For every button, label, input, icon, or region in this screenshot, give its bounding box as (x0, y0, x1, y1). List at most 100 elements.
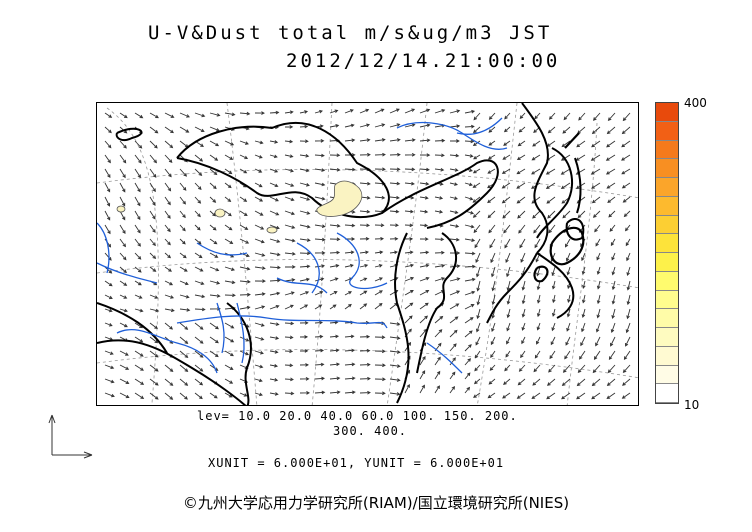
wind-arrow (464, 182, 473, 187)
wind-arrow (314, 237, 326, 242)
wind-arrow (149, 112, 159, 119)
wind-arrow (434, 167, 445, 172)
wind-arrow (547, 126, 556, 134)
wind-arrow (254, 336, 265, 341)
wind-arrow (389, 167, 401, 172)
wind-arrow (179, 182, 187, 191)
wind-arrow (179, 238, 186, 245)
wind-arrow (464, 251, 476, 256)
wind-arrow (209, 224, 217, 231)
wind-arrow (359, 334, 371, 339)
wind-arrow (374, 152, 386, 157)
wind-arrow (506, 266, 511, 278)
colorbar-segment (656, 215, 678, 235)
wind-arrow (419, 153, 431, 157)
wind-arrow (314, 304, 323, 310)
wind-arrow (374, 264, 383, 268)
wind-arrow (134, 266, 142, 273)
wind-arrow (179, 392, 188, 400)
wind-arrow (344, 263, 354, 268)
wind-arrow (194, 154, 204, 162)
wind-arrow (224, 392, 233, 398)
wind-arrow (506, 308, 511, 319)
wind-arrow (239, 140, 249, 145)
colorbar-min-label: 10 (684, 398, 700, 412)
wind-arrow (419, 167, 430, 172)
wind-arrow (359, 209, 371, 214)
wind-arrow (179, 294, 190, 299)
wind-arrow (521, 294, 526, 305)
wind-arrow (254, 196, 264, 202)
wind-arrow (562, 210, 571, 219)
wind-arrow (329, 291, 338, 296)
wind-arrow (359, 303, 368, 310)
wind-arrow (419, 384, 425, 394)
wind-arrow (239, 111, 251, 116)
wind-arrow (194, 322, 204, 330)
wind-arrow (104, 322, 113, 327)
wind-arrow (104, 350, 114, 355)
wind-arrow (622, 196, 631, 203)
wind-arrow (119, 168, 126, 179)
wind-arrow (487, 392, 496, 399)
wind-arrow (149, 168, 157, 178)
wind-arrow (104, 126, 112, 134)
wind-arrow (149, 294, 159, 299)
wind-arrow (119, 392, 130, 399)
wind-arrow (329, 390, 341, 395)
wind-arrow (314, 109, 323, 114)
wind-arrow (134, 238, 141, 247)
wind-arrow (449, 357, 456, 366)
wind-arrow (596, 280, 601, 290)
wind-arrow (104, 182, 111, 193)
wind-arrow (576, 140, 586, 148)
wind-arrow (194, 350, 204, 358)
wind-arrow (239, 168, 248, 174)
wind-arrow (560, 168, 571, 175)
wind-arrow (104, 378, 115, 384)
wind-arrow (254, 279, 266, 283)
wind-arrow (314, 139, 325, 143)
wind-arrow (164, 294, 175, 299)
wind-arrow (269, 265, 281, 270)
wind-arrow (516, 392, 526, 399)
wind-arrow (239, 238, 250, 244)
colorbar-segment (656, 253, 678, 272)
wind-arrow (490, 350, 496, 359)
wind-arrow (104, 294, 113, 300)
wind-arrow (194, 210, 201, 218)
wind-arrow (419, 356, 426, 366)
colorbar-segment (656, 159, 678, 178)
wind-arrow (505, 252, 511, 264)
wind-arrow (224, 112, 236, 117)
wind-arrow (329, 250, 341, 255)
wind-arrow (575, 154, 586, 161)
wind-arrow (164, 308, 175, 313)
wind-arrow (404, 315, 413, 324)
wind-arrow (560, 182, 571, 189)
wind-arrow (596, 294, 601, 305)
wind-arrow (314, 390, 326, 395)
wind-arrow (487, 196, 496, 204)
wind-arrow (374, 391, 386, 396)
wind-arrow (224, 210, 232, 217)
wind-arrow (269, 364, 279, 368)
wind-arrow (464, 224, 475, 229)
wind-arrow (329, 109, 339, 114)
wind-arrow (224, 336, 235, 343)
wind-arrow (611, 308, 616, 319)
wind-arrow (374, 236, 385, 241)
wind-arrow (224, 280, 236, 285)
dust-contours (116, 180, 363, 234)
wind-arrow (531, 392, 541, 400)
wind-arrow (104, 196, 111, 207)
wind-arrow (464, 344, 472, 352)
wind-arrow (269, 210, 280, 216)
wind-arrow (209, 252, 219, 258)
wind-arrow (518, 126, 526, 133)
wind-arrow (504, 112, 511, 120)
wind-arrow (134, 140, 143, 149)
wind-arrow (179, 350, 189, 359)
wind-arrow (389, 123, 401, 128)
wind-arrow (389, 350, 401, 354)
